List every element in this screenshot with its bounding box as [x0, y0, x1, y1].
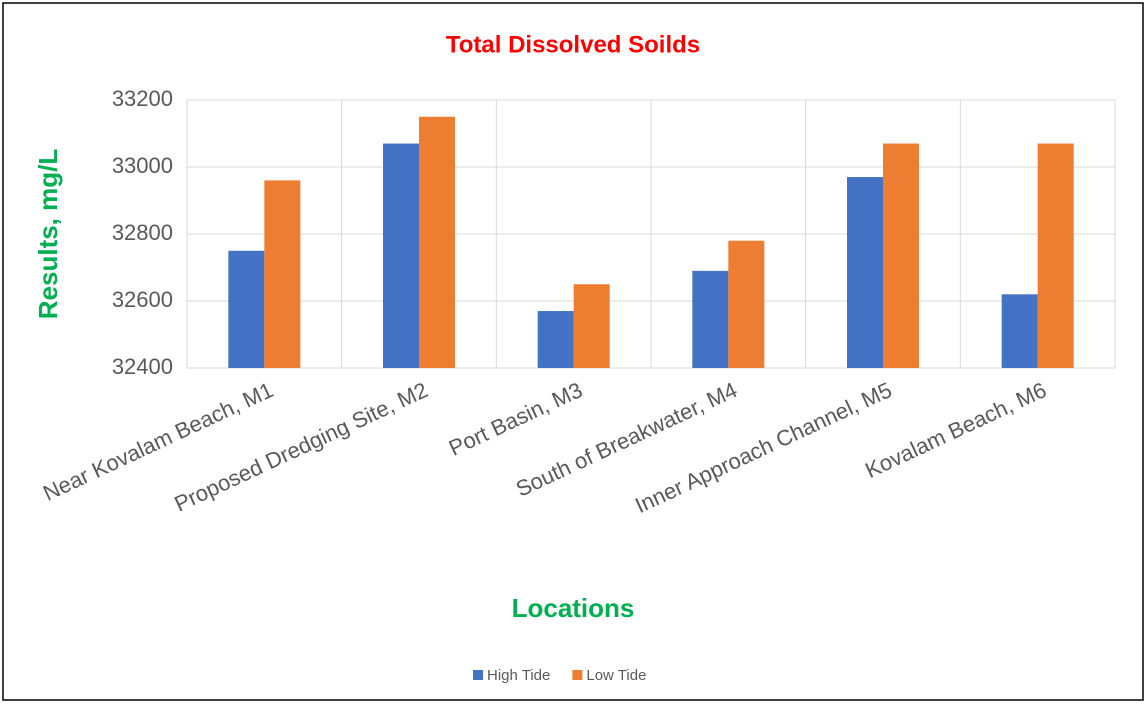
chart-title: Total Dissolved Soilds: [446, 31, 700, 58]
y-tick-label: 32800: [112, 220, 173, 245]
y-axis-label: Results, mg/L: [33, 149, 63, 320]
y-tick-label: 33200: [112, 86, 173, 111]
bar: [264, 180, 301, 368]
y-tick-label: 33000: [112, 153, 173, 178]
y-tick-label: 32600: [112, 287, 173, 312]
y-tick-label: 32400: [112, 354, 173, 379]
bar: [1037, 143, 1074, 368]
legend-label: Low Tide: [586, 667, 646, 684]
bar: [847, 177, 883, 368]
x-axis-label: Locations: [512, 593, 635, 623]
bar: [537, 311, 574, 368]
bar: [692, 270, 729, 368]
bar: [883, 143, 919, 368]
legend-swatch: [572, 670, 583, 680]
legend-label: High Tide: [487, 667, 550, 684]
bar: [1001, 294, 1038, 368]
bar: [383, 143, 419, 368]
bar: [573, 284, 610, 368]
bar: [419, 116, 455, 368]
legend-swatch: [473, 670, 483, 680]
bar: [228, 250, 265, 368]
bar: [728, 240, 765, 368]
